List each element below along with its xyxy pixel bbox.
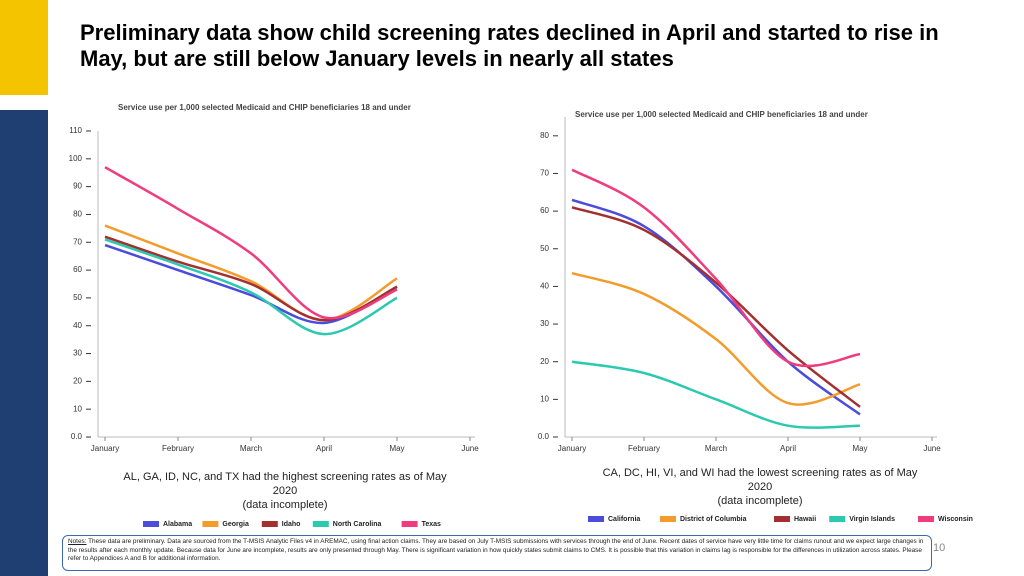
legend-swatch — [774, 516, 790, 522]
slide-title: Preliminary data show child screening ra… — [80, 20, 939, 71]
y-tick-label: 90 — [73, 182, 82, 191]
legend-label: North Carolina — [333, 521, 382, 528]
caption: CA, DC, HI, VI, and WI had the lowest sc… — [590, 466, 930, 508]
legend-label: California — [608, 516, 640, 523]
caption-note: (data incomplete) — [717, 495, 803, 507]
chart-subtitle: Service use per 1,000 selected Medicaid … — [575, 110, 868, 119]
x-tick-label: February — [162, 444, 194, 453]
caption-text: AL, GA, ID, NC, and TX had the highest s… — [123, 471, 447, 497]
chart-subtitle: Service use per 1,000 selected Medicaid … — [118, 103, 411, 112]
legend-swatch — [660, 516, 676, 522]
legend-label: Georgia — [222, 521, 249, 528]
series-line — [571, 360, 861, 429]
series-line — [104, 166, 398, 320]
x-tick-label: April — [780, 444, 796, 453]
x-tick-label: January — [558, 444, 586, 453]
x-tick-label: April — [316, 444, 332, 453]
y-tick-label: 40 — [73, 321, 82, 330]
x-tick-label: February — [628, 444, 660, 453]
page-number: 10 — [933, 542, 946, 554]
y-tick-label: 60 — [73, 265, 82, 274]
series-line — [571, 206, 861, 408]
legend-label: Texas — [422, 521, 441, 528]
y-tick-label: 70 — [540, 169, 549, 178]
caption-text: CA, DC, HI, VI, and WI had the lowest sc… — [602, 467, 918, 493]
y-tick-label: 10 — [73, 404, 82, 413]
caption-note: (data incomplete) — [242, 499, 328, 511]
legend-label: Hawaii — [794, 516, 816, 523]
series-line — [571, 168, 861, 368]
y-tick-label: 40 — [540, 282, 549, 291]
x-tick-label: January — [91, 444, 119, 453]
legend-label: Alabama — [163, 521, 192, 528]
legend-swatch — [829, 516, 846, 522]
series-line — [104, 238, 398, 336]
caption: AL, GA, ID, NC, and TX had the highest s… — [115, 470, 455, 512]
x-tick-label: March — [240, 444, 262, 453]
notes-box: Notes: These data are preliminary. Data … — [62, 535, 932, 571]
legend-swatch — [261, 521, 278, 527]
notes-label: Notes: — [68, 538, 87, 545]
y-tick-label: 20 — [73, 376, 82, 385]
series-line — [104, 224, 398, 322]
series-line — [571, 272, 861, 406]
y-tick-label: 60 — [540, 206, 549, 215]
y-tick-label: 30 — [73, 349, 82, 358]
y-tick-label: 50 — [73, 293, 82, 302]
x-tick-label: March — [705, 444, 727, 453]
y-tick-label: 0.0 — [71, 432, 83, 441]
yellow-bar — [0, 0, 48, 95]
legend-label: Idaho — [282, 521, 301, 528]
x-tick-label: June — [461, 444, 479, 453]
x-tick-label: June — [923, 444, 941, 453]
x-tick-label: May — [389, 444, 404, 453]
notes-text: These data are preliminary. Data are sou… — [68, 538, 924, 563]
legend-swatch — [312, 521, 329, 527]
x-tick-label: May — [852, 444, 867, 453]
legend-swatch — [588, 516, 604, 522]
y-tick-label: 110 — [69, 126, 82, 135]
y-tick-label: 70 — [73, 237, 82, 246]
y-tick-label: 80 — [540, 131, 549, 140]
y-tick-label: 30 — [540, 319, 549, 328]
y-tick-label: 50 — [540, 244, 549, 253]
legend-label: District of Columbia — [680, 516, 747, 523]
legend-swatch — [143, 521, 159, 527]
legend-label: Virgin Islands — [849, 516, 895, 523]
legend-swatch — [202, 521, 219, 527]
y-tick-label: 20 — [540, 357, 549, 366]
y-tick-label: 10 — [540, 394, 549, 403]
blue-bar — [0, 110, 48, 576]
y-tick-label: 0.0 — [538, 432, 550, 441]
series-line — [571, 198, 861, 416]
series-line — [104, 235, 398, 322]
y-tick-label: 80 — [73, 210, 82, 219]
y-tick-label: 100 — [69, 154, 83, 163]
legend-swatch — [401, 521, 418, 527]
legend-swatch — [918, 516, 934, 522]
legend-label: Wisconsin — [938, 516, 973, 523]
